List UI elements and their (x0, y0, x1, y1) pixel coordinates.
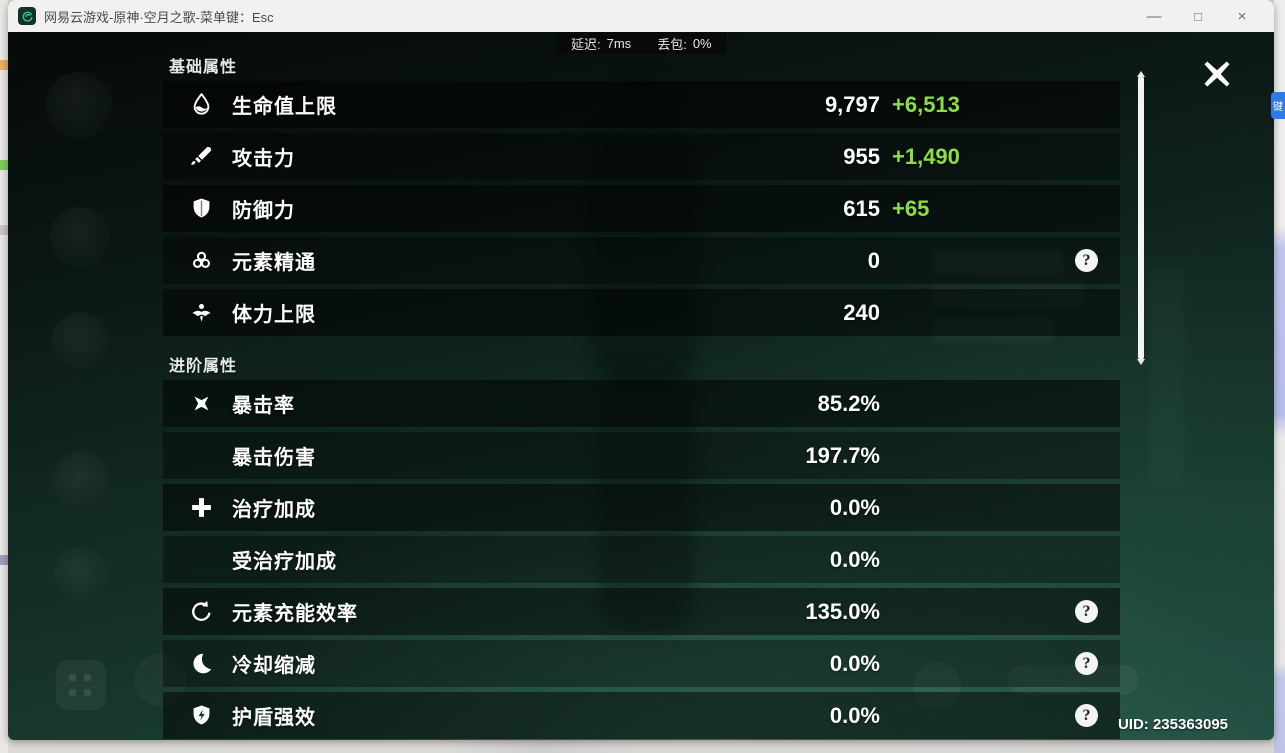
window-controls: — □ × (1132, 1, 1264, 31)
stats-panel: 基础属性生命值上限 9,797 +6,513 攻击力 955 +1,490 防御力 615 +6… (163, 53, 1120, 740)
stat-row: 护盾强效 0.0%? (163, 692, 1120, 739)
energy-recharge-icon (189, 599, 214, 624)
desktop-left-mark (0, 225, 8, 235)
stat-label: 暴击率 (232, 395, 295, 417)
stat-row: 受治疗加成 0.0% (163, 536, 1120, 583)
dim-avatar (46, 72, 112, 138)
stat-label: 元素充能效率 (232, 603, 358, 625)
dim-avatar (54, 547, 108, 601)
packet-loss-value: 0% (692, 35, 712, 51)
stat-value: 0.0% (829, 702, 880, 728)
stat-row: 元素充能效率 135.0%? (163, 588, 1120, 635)
help-icon[interactable]: ? (1075, 600, 1098, 623)
desktop-right-strip (1274, 0, 1285, 753)
minimize-button[interactable]: — (1146, 7, 1162, 25)
stat-label: 受治疗加成 (232, 551, 337, 573)
stat-value: 197.7% (805, 442, 880, 468)
panel-scrollbar[interactable] (1137, 71, 1145, 365)
stamina-icon (189, 300, 214, 325)
dim-avatar (52, 452, 110, 510)
stat-row: 生命值上限 9,797 +6,513 (163, 81, 1120, 128)
close-window-button[interactable]: × (1237, 7, 1247, 25)
ghost-ui (933, 250, 1063, 274)
stat-row: 体力上限 240 (163, 289, 1120, 336)
desktop-left-mark (0, 555, 8, 565)
stat-value: 135.0% (805, 598, 880, 624)
window-title: 网易云游戏-原神·空月之歌-菜单键：Esc (44, 9, 274, 25)
stat-value: 0.0% (829, 494, 880, 520)
stat-value: 0.0% (829, 546, 880, 572)
dim-grid-button (56, 660, 106, 710)
stat-bonus: +1,490 (892, 143, 960, 169)
elemental-mastery-icon (189, 248, 214, 273)
help-icon[interactable]: ? (1075, 249, 1098, 272)
stat-value: 9,797 (824, 91, 880, 117)
stat-value: 955 (843, 143, 880, 169)
maximize-button[interactable]: □ (1194, 8, 1202, 24)
stat-value: 0.0% (829, 650, 880, 676)
stat-value: 240 (843, 299, 880, 325)
stat-value: 0 (867, 247, 880, 273)
stat-row: 攻击力 955 +1,490 (163, 133, 1120, 180)
shield-strength-icon (189, 703, 214, 728)
latency-value: 7ms (606, 35, 632, 51)
crit-rate-icon (189, 391, 214, 416)
healing-plus-icon (189, 495, 214, 520)
help-icon[interactable]: ? (1075, 704, 1098, 727)
desktop-left-mark (0, 160, 8, 170)
cooldown-moon-icon (189, 651, 214, 676)
attack-sword-icon (189, 144, 214, 169)
close-panel-button[interactable] (1199, 56, 1235, 92)
stat-label: 体力上限 (232, 304, 316, 326)
cloud-toolbar-tab[interactable]: 键 (1271, 92, 1285, 119)
desktop-left-mark (0, 60, 8, 70)
stat-label: 生命值上限 (232, 96, 337, 118)
stat-bonus: +6,513 (892, 91, 960, 117)
packet-loss-label: 丢包: (657, 36, 687, 52)
stat-value: 85.2% (817, 390, 880, 416)
netease-cloud-gaming-logo-icon (18, 7, 36, 25)
latency-indicator: 延迟: 7ms 丢包: 0% (557, 32, 726, 54)
game-viewport: 延迟: 7ms 丢包: 0% 基础属性生命值上限 9,797 +6,513 攻击力 95… (8, 32, 1274, 740)
desktop-left-strip (0, 0, 8, 753)
stat-label: 元素精通 (232, 252, 316, 274)
stat-value: 615 (843, 195, 880, 221)
stat-row: 暴击率 85.2% (163, 380, 1120, 427)
titlebar: 网易云游戏-原神·空月之歌-菜单键：Esc — □ × (8, 0, 1274, 32)
help-icon[interactable]: ? (1075, 652, 1098, 675)
stat-label: 防御力 (232, 200, 295, 222)
dim-avatar (52, 312, 110, 370)
stat-label: 治疗加成 (232, 499, 316, 521)
stat-row: 冷却缩减 0.0%? (163, 640, 1120, 687)
stat-label: 护盾强效 (232, 707, 316, 729)
stat-row: 防御力 615 +65 (163, 185, 1120, 232)
stat-row: 暴击伤害 197.7% (163, 432, 1120, 479)
character-silhouette (588, 122, 698, 382)
latency-label: 延迟: (571, 36, 601, 52)
ghost-ui (1150, 267, 1184, 487)
stat-label: 暴击伤害 (232, 447, 316, 469)
stat-label: 冷却缩减 (232, 655, 316, 677)
stat-label: 攻击力 (232, 148, 295, 170)
dim-pill (1008, 665, 1138, 695)
stat-row: 元素精通 0? (163, 237, 1120, 284)
cloud-gaming-window: 网易云游戏-原神·空月之歌-菜单键：Esc — □ × (8, 0, 1274, 740)
defense-shield-icon (189, 196, 214, 221)
desktop-bottom-strip (8, 740, 1274, 753)
dim-avatar (50, 207, 110, 267)
uid-text: UID: 235363095 (1117, 716, 1229, 733)
stat-row: 治疗加成 0.0% (163, 484, 1120, 531)
section-title: 基础属性 (169, 59, 238, 76)
section-title: 进阶属性 (169, 358, 238, 375)
stat-bonus: +65 (892, 195, 930, 221)
hp-drop-icon (189, 92, 214, 117)
